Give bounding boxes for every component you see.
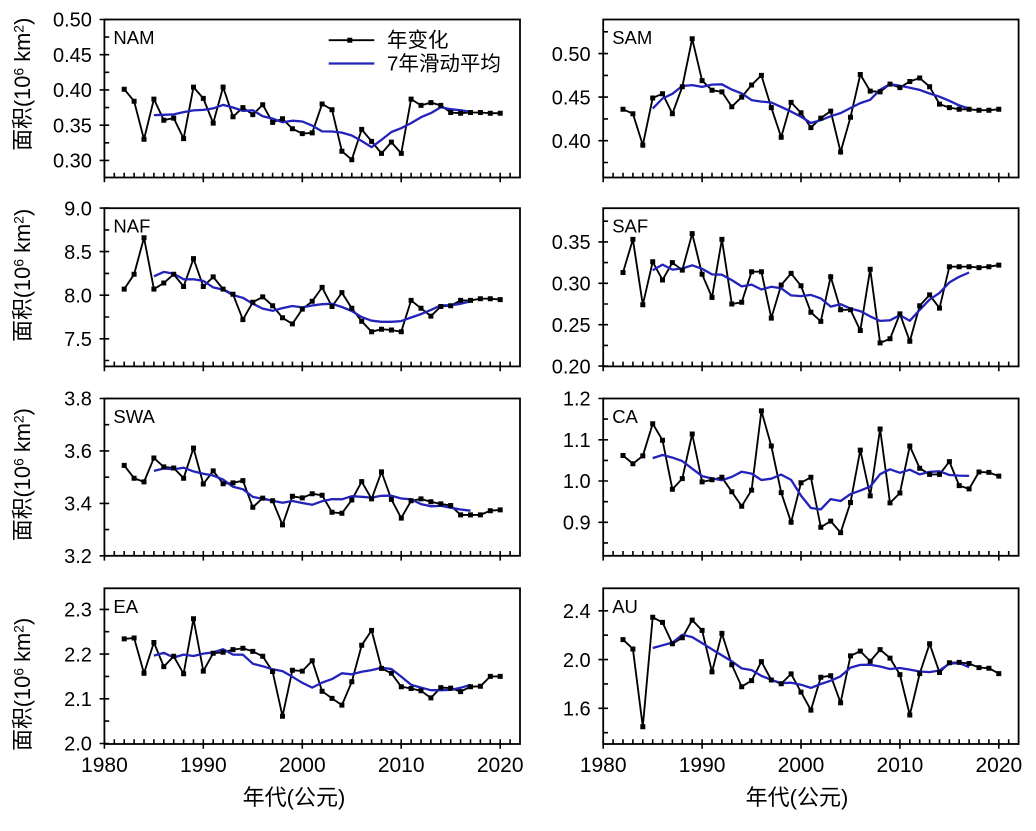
svg-text:面积(106 km2): 面积(106 km2) bbox=[10, 18, 35, 151]
svg-text:SAM: SAM bbox=[612, 27, 652, 48]
svg-text:0.35: 0.35 bbox=[53, 115, 92, 137]
svg-text:2.0: 2.0 bbox=[64, 734, 92, 756]
svg-text:3.2: 3.2 bbox=[64, 546, 92, 568]
svg-text:面积(106 km2): 面积(106 km2) bbox=[10, 408, 35, 541]
svg-text:3.6: 3.6 bbox=[64, 441, 92, 463]
svg-text:1.6: 1.6 bbox=[563, 699, 591, 721]
svg-text:7.5: 7.5 bbox=[64, 329, 92, 351]
svg-text:1980: 1980 bbox=[81, 754, 128, 777]
svg-text:0.50: 0.50 bbox=[552, 44, 591, 66]
svg-text:3.8: 3.8 bbox=[64, 389, 92, 411]
svg-text:面积(106 km2): 面积(106 km2) bbox=[10, 209, 35, 342]
svg-text:年变化: 年变化 bbox=[387, 29, 449, 52]
svg-text:0.30: 0.30 bbox=[552, 274, 591, 296]
svg-text:1.0: 1.0 bbox=[563, 471, 591, 493]
svg-text:0.40: 0.40 bbox=[552, 131, 591, 153]
svg-text:1990: 1990 bbox=[679, 754, 726, 777]
svg-text:1.1: 1.1 bbox=[563, 430, 591, 452]
svg-text:0.45: 0.45 bbox=[552, 87, 591, 109]
svg-text:0.35: 0.35 bbox=[552, 232, 591, 254]
svg-text:2.0: 2.0 bbox=[563, 650, 591, 672]
svg-text:8.0: 8.0 bbox=[64, 285, 92, 307]
svg-text:2.3: 2.3 bbox=[64, 600, 92, 622]
svg-text:CA: CA bbox=[612, 406, 638, 427]
svg-text:9.0: 9.0 bbox=[64, 198, 92, 220]
svg-text:0.20: 0.20 bbox=[552, 356, 591, 378]
svg-text:NAM: NAM bbox=[113, 27, 154, 48]
svg-text:2020: 2020 bbox=[975, 754, 1022, 777]
svg-text:1990: 1990 bbox=[180, 754, 227, 777]
svg-text:年代(公元): 年代(公元) bbox=[746, 785, 849, 810]
svg-text:0.9: 0.9 bbox=[563, 513, 591, 535]
svg-text:2010: 2010 bbox=[378, 754, 425, 777]
svg-text:2.4: 2.4 bbox=[563, 601, 591, 623]
svg-text:NAF: NAF bbox=[113, 216, 150, 237]
svg-text:EA: EA bbox=[113, 596, 138, 617]
svg-text:1980: 1980 bbox=[580, 754, 627, 777]
svg-text:AU: AU bbox=[612, 596, 638, 617]
svg-text:0.45: 0.45 bbox=[53, 45, 92, 67]
svg-text:2000: 2000 bbox=[279, 754, 326, 777]
svg-text:1.2: 1.2 bbox=[563, 389, 591, 411]
svg-text:2010: 2010 bbox=[877, 754, 924, 777]
svg-text:8.5: 8.5 bbox=[64, 242, 92, 264]
svg-text:0.30: 0.30 bbox=[53, 151, 92, 173]
svg-text:0.40: 0.40 bbox=[53, 80, 92, 102]
svg-text:7年滑动平均: 7年滑动平均 bbox=[387, 53, 501, 76]
svg-text:0.25: 0.25 bbox=[552, 315, 591, 337]
svg-text:0.50: 0.50 bbox=[53, 10, 92, 32]
svg-text:2.1: 2.1 bbox=[64, 689, 92, 711]
svg-text:2000: 2000 bbox=[778, 754, 825, 777]
svg-text:SAF: SAF bbox=[612, 216, 648, 237]
svg-text:2020: 2020 bbox=[477, 754, 524, 777]
svg-text:SWA: SWA bbox=[113, 406, 155, 427]
svg-text:2.2: 2.2 bbox=[64, 644, 92, 666]
svg-text:面积(106 km2): 面积(106 km2) bbox=[10, 618, 35, 751]
svg-text:年代(公元): 年代(公元) bbox=[243, 785, 346, 810]
svg-text:3.4: 3.4 bbox=[64, 494, 92, 516]
